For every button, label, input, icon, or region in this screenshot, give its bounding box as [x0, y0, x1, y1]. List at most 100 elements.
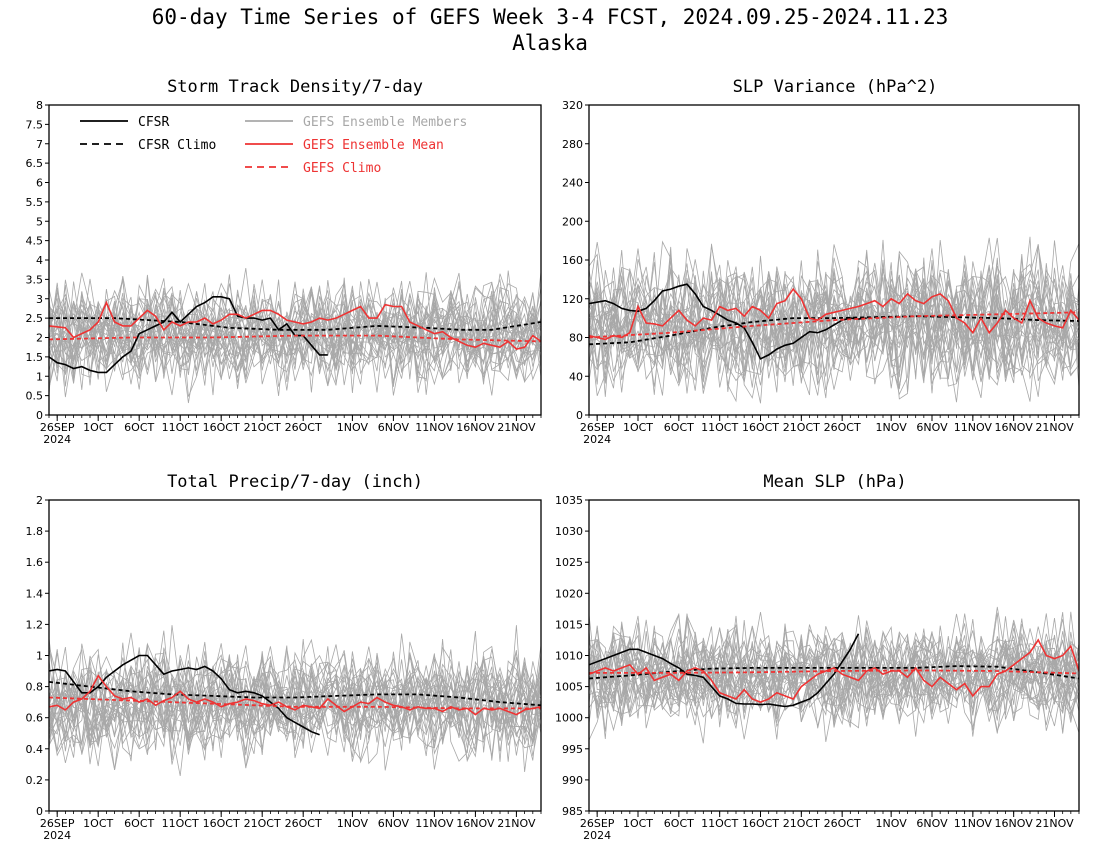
ensemble-member-line: [49, 648, 541, 748]
series-gefs-climo: [49, 334, 541, 343]
x-tick-label: 1OCT: [83, 421, 113, 434]
y-tick-label: 0.4: [26, 743, 44, 756]
x-tick-label: 21OCT: [244, 817, 281, 830]
y-tick-label: 0.2: [26, 774, 44, 787]
y-tick-label: 120: [562, 293, 583, 306]
y-tick-label: 990: [562, 774, 583, 787]
y-tick-label: 1030: [555, 525, 583, 538]
series-cfsr: [589, 633, 860, 708]
y-tick-label: 40: [569, 370, 583, 383]
ensemble-member-line: [49, 279, 541, 396]
y-tick-label: 3.5: [26, 273, 44, 286]
panel-title: Total Precip/7-day (inch): [167, 472, 423, 492]
x-tick-label: 1NOV: [876, 421, 908, 434]
ensemble-member-line: [49, 633, 541, 755]
x-tick-label: 16NOV: [456, 817, 495, 830]
y-tick-label: 1: [36, 650, 43, 663]
ensemble-member-line: [49, 287, 541, 396]
x-tick-label: 11NOV: [954, 421, 993, 434]
y-tick-label: 2.5: [26, 312, 44, 325]
y-tick-label: 2: [36, 494, 43, 507]
panel-2: SLP Variance (hPa^2) 0 40 80 120 160 200 240 280…: [562, 77, 1080, 446]
y-tick-label: 1015: [555, 618, 583, 631]
y-tick-label: 160: [562, 254, 583, 267]
panel-1: Storm Track Density/7-day 0 0.5 1 1.5 2 2.5 3 3.…: [26, 77, 542, 446]
figure-title-line1: 60-day Time Series of GEFS Week 3-4 FCST…: [151, 5, 949, 29]
ensemble-member-line: [49, 660, 541, 769]
x-tick-label: 16OCT: [203, 817, 240, 830]
y-tick-label: 4: [36, 254, 43, 267]
y-tick-label: 320: [562, 99, 583, 112]
x-tick-label: 11NOV: [415, 421, 454, 434]
y-tick-label: 7.5: [26, 118, 44, 131]
x-tick-label: 21OCT: [244, 421, 281, 434]
ensemble-member-line: [589, 255, 1079, 394]
x-tick-label: 1OCT: [623, 817, 653, 830]
y-tick-label: 0: [36, 805, 43, 818]
series-cfsr-climo: [49, 681, 541, 707]
y-tick-label: 1.4: [26, 587, 44, 600]
ensemble-member-line: [49, 280, 541, 381]
ensemble-member-line: [589, 266, 1079, 388]
y-tick-label: 7: [36, 138, 43, 151]
series-gefs-ensemble-mean: [49, 674, 541, 716]
x-tick-label: 21NOV: [497, 421, 536, 434]
y-tick-label: 8: [36, 99, 43, 112]
x-tick-label: 6NOV: [378, 817, 410, 830]
y-tick-label: 1.2: [26, 618, 44, 631]
ensemble-member-line: [49, 283, 541, 396]
x-tick-label: 16NOV: [995, 421, 1034, 434]
x-tick-label: 26SEP: [40, 817, 75, 830]
y-tick-label: 1000: [555, 712, 583, 725]
x-tick-label: 6OCT: [124, 421, 154, 434]
y-tick-label: 1020: [555, 587, 583, 600]
ensemble-member-line: [589, 269, 1079, 389]
ensemble-member-line: [589, 268, 1079, 389]
y-tick-label: 4.5: [26, 235, 44, 248]
y-tick-label: 1035: [555, 494, 583, 507]
ensemble-member-line: [49, 638, 541, 776]
x-tick-label: 6NOV: [916, 817, 948, 830]
x-tick-label: 16OCT: [742, 421, 779, 434]
ensemble-member-line: [589, 619, 1079, 728]
x-tick-label: 21OCT: [783, 421, 820, 434]
x-tick-label: 6NOV: [378, 421, 410, 434]
x-tick-label: 21NOV: [497, 817, 536, 830]
y-tick-label: 240: [562, 177, 583, 190]
y-tick-label: 3: [36, 293, 43, 306]
legend-label: GEFS Ensemble Members: [303, 115, 467, 130]
ensemble-member-line: [49, 638, 541, 763]
x-tick-label: 11NOV: [954, 817, 993, 830]
y-tick-label: 5.5: [26, 196, 44, 209]
y-tick-label: 1.8: [26, 525, 44, 538]
x-tick-year-label: 2024: [583, 433, 611, 446]
x-tick-label: 16OCT: [203, 421, 240, 434]
ensemble-member-line: [589, 236, 1079, 388]
x-tick-year-label: 2024: [43, 829, 71, 842]
ensemble-member-line: [589, 239, 1079, 381]
ensemble-member-line: [49, 647, 541, 762]
series-cfsr-climo: [589, 315, 1079, 346]
y-tick-label: 1.6: [26, 556, 44, 569]
x-tick-label: 16NOV: [456, 421, 495, 434]
ensemble-member-line: [589, 634, 1079, 727]
x-tick-label: 1NOV: [337, 817, 369, 830]
figure-title-line2: Alaska: [512, 31, 588, 55]
ensemble-member-line: [49, 272, 541, 388]
series-cfsr-climo: [49, 317, 541, 331]
y-tick-label: 1005: [555, 681, 583, 694]
legend-label: CFSR Climo: [138, 138, 216, 153]
x-tick-label: 26SEP: [40, 421, 75, 434]
ensemble-member-line: [49, 632, 541, 758]
y-tick-label: 6: [36, 177, 43, 190]
ensemble-member-line: [589, 618, 1079, 740]
y-tick-label: 1010: [555, 650, 583, 663]
ensemble-member-line: [589, 243, 1079, 391]
series-gefs-climo: [589, 669, 1079, 675]
ensemble-member-line: [589, 627, 1079, 731]
series-gefs-climo: [49, 696, 541, 710]
ensemble-member-line: [589, 624, 1079, 734]
x-tick-year-label: 2024: [583, 829, 611, 842]
x-tick-label: 26SEP: [580, 421, 615, 434]
